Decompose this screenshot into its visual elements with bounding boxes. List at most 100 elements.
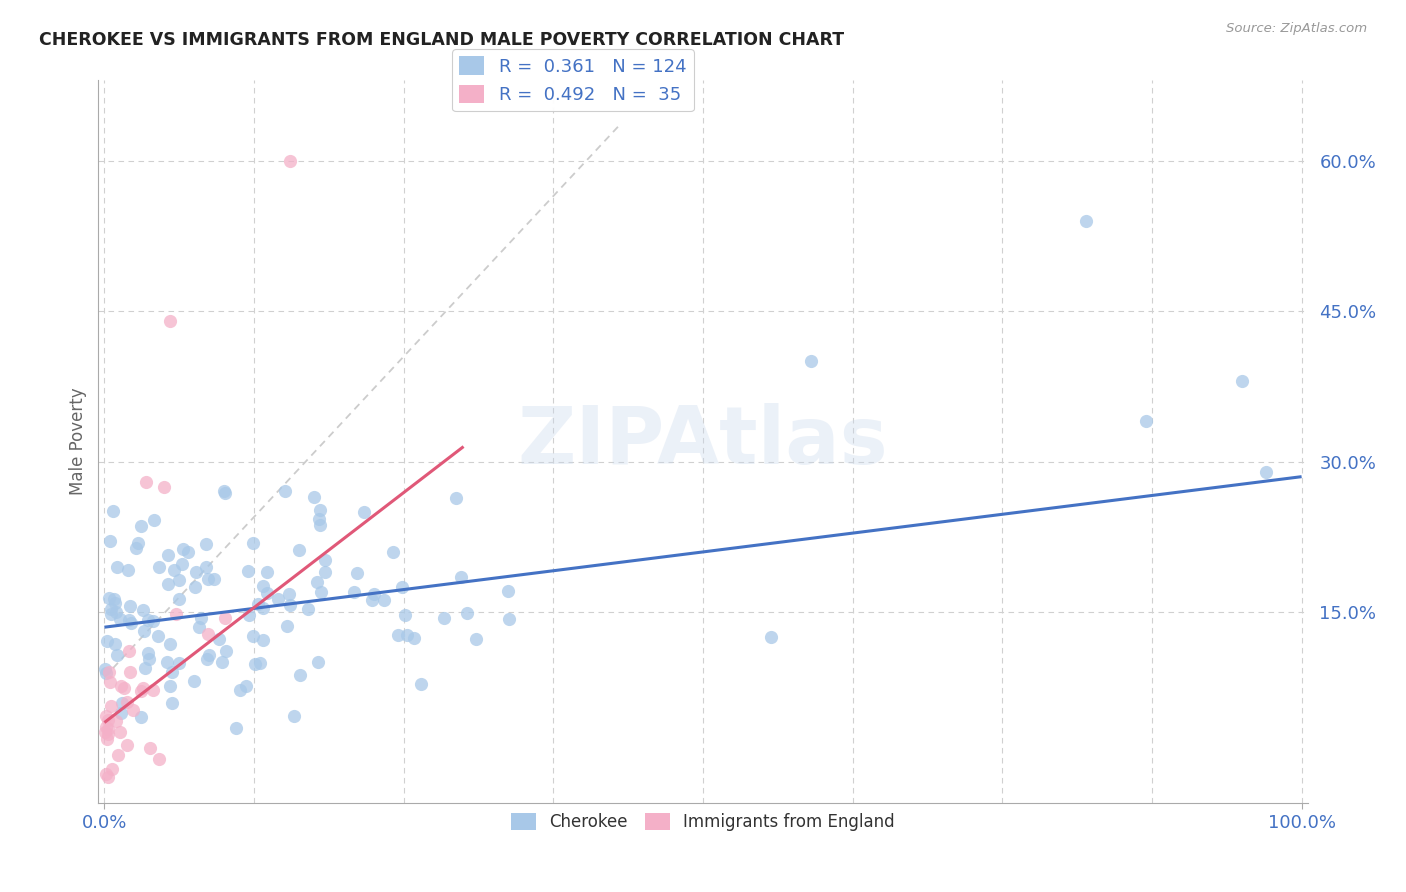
Point	[215, 644, 238, 658]
Point	[100, 602, 122, 616]
Point	[280, 598, 302, 612]
Point	[211, 655, 233, 669]
Point	[94, 662, 117, 676]
Point	[800, 354, 823, 368]
Point	[308, 517, 330, 532]
Point	[167, 573, 190, 587]
Point	[373, 593, 395, 607]
Point	[1074, 213, 1097, 227]
Point	[172, 542, 194, 557]
Point	[409, 677, 432, 691]
Point	[202, 572, 225, 586]
Point	[290, 668, 312, 682]
Point	[94, 665, 117, 680]
Point	[278, 587, 301, 601]
Text: ZIPAtlas: ZIPAtlas	[517, 402, 889, 481]
Point	[110, 706, 132, 720]
Point	[112, 681, 135, 695]
Point	[138, 652, 160, 666]
Point	[229, 683, 252, 698]
Point	[117, 695, 139, 709]
Point	[100, 698, 122, 713]
Point	[96, 732, 118, 747]
Point	[242, 536, 264, 550]
Point	[160, 665, 183, 679]
Point	[97, 591, 120, 606]
Point	[159, 637, 181, 651]
Point	[238, 608, 260, 623]
Point	[103, 591, 125, 606]
Point	[305, 574, 328, 589]
Point	[311, 584, 333, 599]
Point	[156, 549, 179, 563]
Point	[208, 632, 231, 646]
Point	[107, 747, 129, 762]
Point	[225, 721, 247, 735]
Point	[148, 752, 170, 766]
Point	[759, 631, 782, 645]
Point	[302, 491, 325, 505]
Point	[456, 606, 478, 620]
Point	[1254, 465, 1277, 479]
Point	[170, 558, 193, 572]
Point	[129, 518, 152, 533]
Point	[288, 543, 311, 558]
Point	[235, 679, 257, 693]
Point	[146, 629, 169, 643]
Point	[242, 630, 264, 644]
Point	[314, 566, 336, 580]
Point	[118, 665, 141, 679]
Point	[396, 628, 419, 642]
Point	[134, 624, 156, 638]
Point	[131, 710, 153, 724]
Point	[214, 486, 236, 500]
Point	[153, 480, 176, 494]
Point	[163, 563, 186, 577]
Point	[187, 620, 209, 634]
Point	[159, 679, 181, 693]
Point	[252, 601, 274, 615]
Point	[256, 586, 278, 600]
Point	[118, 613, 141, 627]
Point	[143, 513, 166, 527]
Point	[97, 723, 120, 737]
Point	[252, 633, 274, 648]
Point	[108, 725, 131, 739]
Point	[139, 741, 162, 756]
Point	[94, 720, 117, 734]
Text: Source: ZipAtlas.com: Source: ZipAtlas.com	[1226, 22, 1367, 36]
Point	[197, 648, 219, 663]
Point	[111, 696, 134, 710]
Point	[1135, 414, 1157, 429]
Point	[183, 580, 205, 594]
Point	[1230, 375, 1253, 389]
Point	[212, 484, 235, 499]
Point	[346, 566, 368, 581]
Point	[184, 565, 207, 579]
Point	[276, 619, 298, 633]
Y-axis label: Male Poverty: Male Poverty	[69, 388, 87, 495]
Point	[197, 627, 219, 641]
Point	[104, 637, 127, 651]
Point	[214, 610, 236, 624]
Point	[274, 483, 297, 498]
Point	[97, 770, 120, 784]
Point	[142, 614, 165, 628]
Point	[243, 657, 266, 671]
Point	[110, 679, 132, 693]
Point	[169, 656, 191, 670]
Point	[363, 587, 385, 601]
Point	[309, 503, 332, 517]
Point	[256, 566, 278, 580]
Point	[132, 681, 155, 696]
Point	[465, 632, 488, 647]
Point	[100, 762, 122, 776]
Point	[136, 614, 159, 628]
Point	[97, 727, 120, 741]
Point	[98, 674, 121, 689]
Point	[120, 599, 142, 614]
Point	[148, 559, 170, 574]
Point	[387, 628, 409, 642]
Point	[132, 602, 155, 616]
Point	[94, 766, 117, 780]
